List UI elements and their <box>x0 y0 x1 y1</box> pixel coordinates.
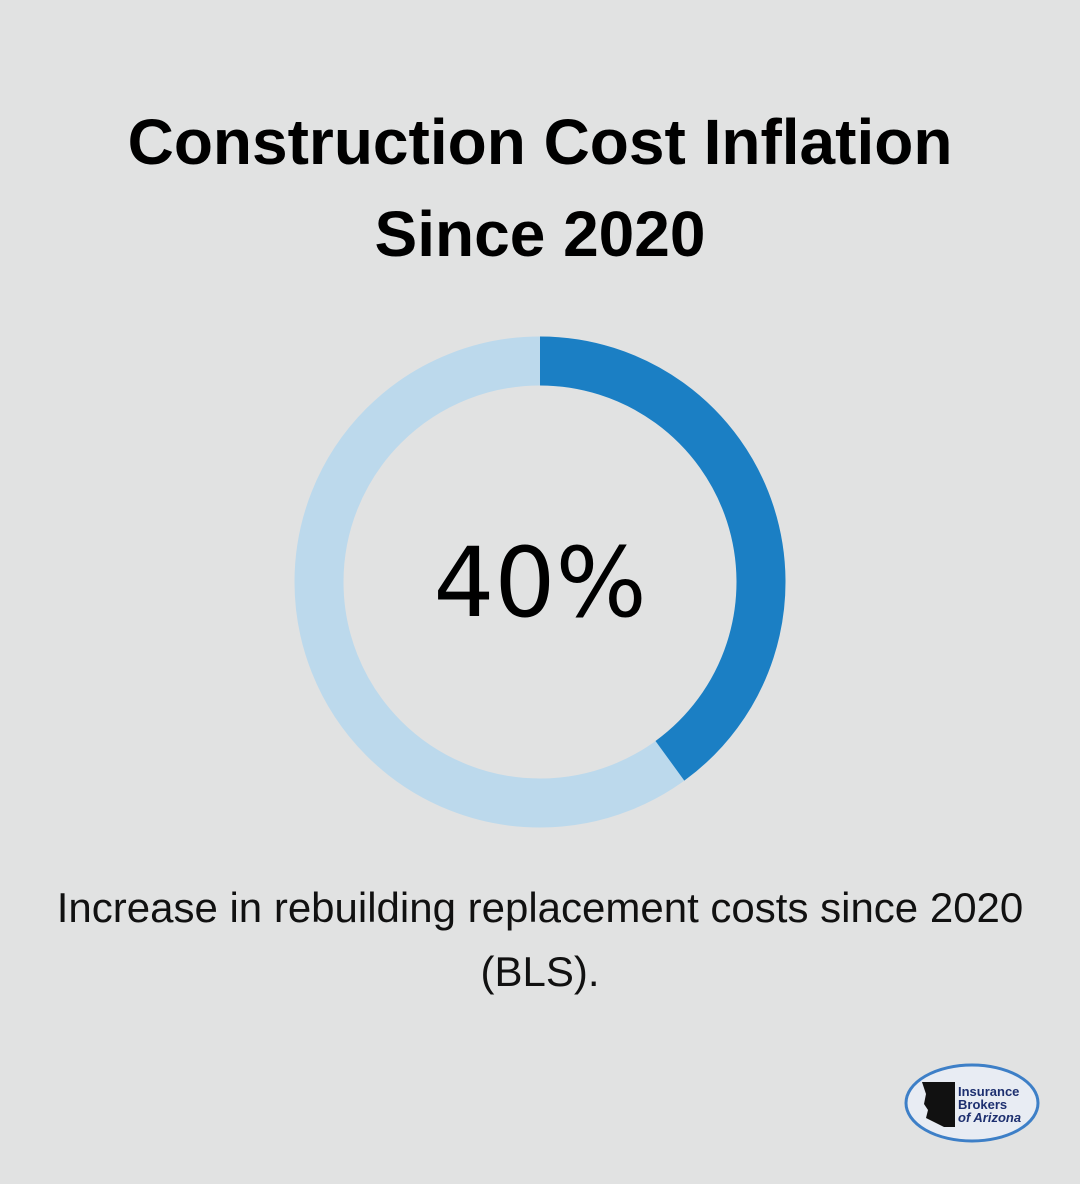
logo-text: of Arizona <box>958 1110 1021 1125</box>
logo: Insurance Brokers of Arizona <box>904 1063 1040 1143</box>
donut-arc <box>539 336 786 781</box>
logo-text: Insurance <box>958 1084 1019 1099</box>
chart-title: Construction Cost Inflation Since 2020 <box>127 106 953 270</box>
logo-map <box>922 1082 955 1127</box>
logo-text: Brokers <box>958 1097 1007 1112</box>
caption: Increase in rebuilding replacement costs… <box>56 884 1024 995</box>
center-value: 40% <box>433 527 646 639</box>
